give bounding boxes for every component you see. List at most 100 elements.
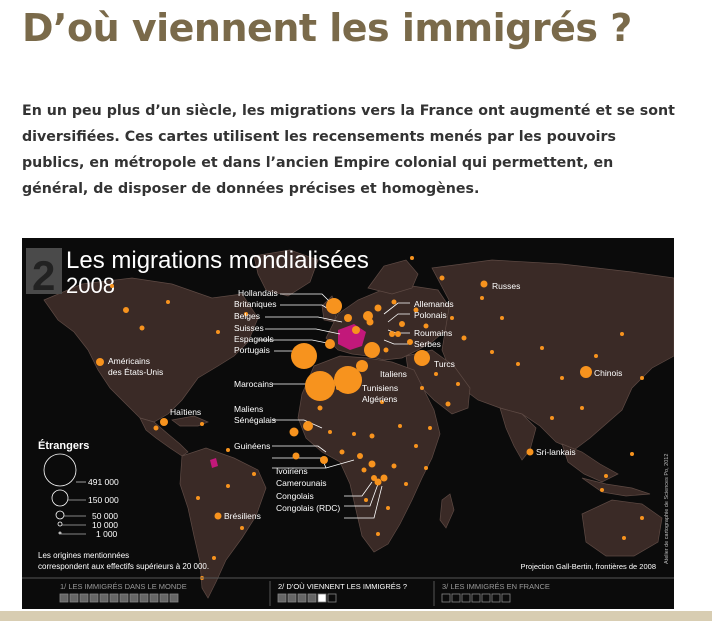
bubble-congolais	[374, 478, 382, 486]
label-guineens: Guinéens	[234, 441, 270, 451]
legend-value-0: 491 000	[88, 477, 119, 487]
label-maliens: Maliens	[234, 404, 263, 414]
bubble-haitiens	[160, 418, 168, 426]
label-congolais-rdc: Congolais (RDC)	[276, 503, 340, 513]
label-tunisiens: Tunisiens	[362, 383, 398, 393]
projection-note: Projection Gall-Bertin, frontières de 20…	[521, 562, 657, 571]
bubble-congolais-rdc	[380, 474, 388, 482]
label-roumains: Roumains	[414, 328, 452, 338]
bubble-marocains	[305, 371, 335, 401]
map-canvas: 2 Les migrations mondialisées 2008	[22, 247, 674, 606]
bubble-algeriens	[334, 366, 362, 394]
label-americains-line1: Américains	[108, 356, 150, 366]
label-marocains: Marocains	[234, 379, 273, 389]
africa	[297, 355, 441, 553]
nav-label-2[interactable]: 2/ D’OÙ VIENNENT LES IMMIGRÉS ?	[278, 582, 407, 591]
nav-label-1[interactable]: 1/ LES IMMIGRÉS DANS LE MONDE	[60, 582, 187, 591]
legend-note-line1: Les origines mentionnées	[38, 551, 129, 560]
label-belges: Belges	[234, 311, 260, 321]
legend-value-1: 150 000	[88, 495, 119, 505]
bubble-britaniques	[326, 298, 342, 314]
legend-values: 491 000 150 000 50 000 10 000 1 000	[88, 477, 119, 539]
label-espagnols: Espagnols	[234, 334, 274, 344]
bubble-bresiliens	[214, 512, 222, 520]
asia	[431, 259, 674, 451]
legend-value-3: 10 000	[92, 520, 118, 530]
label-suisses: Suisses	[234, 323, 264, 333]
french-guiana-highlight	[210, 458, 218, 468]
legend-circle-491000	[43, 453, 77, 487]
label-bresiliens: Brésiliens	[224, 511, 261, 521]
nav-item-2[interactable]: 2/ D’OÙ VIENNENT LES IMMIGRÉS ?	[277, 582, 407, 603]
label-polonais: Polonais	[414, 310, 447, 320]
map-navigation: 1/ LES IMMIGRÉS DANS LE MONDE 2/ D’OÙ VI…	[59, 581, 550, 606]
indonesia	[581, 477, 651, 497]
label-americains-line2: des États-Unis	[108, 367, 163, 377]
label-portugais: Portugais	[234, 345, 270, 355]
nav-dots-3	[441, 593, 511, 603]
nav-item-3[interactable]: 3/ LES IMMIGRÉS EN FRANCE	[441, 582, 550, 603]
bubble-russes	[480, 280, 488, 288]
intro-paragraph: En un peu plus d’un siècle, les migratio…	[22, 103, 675, 197]
madagascar	[439, 493, 455, 529]
legend-title: Étrangers	[38, 439, 89, 452]
label-congolais: Congolais	[276, 491, 314, 501]
label-ivoiriens: Ivoiriens	[276, 466, 308, 476]
label-allemands: Allemands	[414, 299, 454, 309]
label-turcs: Turcs	[434, 359, 455, 369]
bubble-turcs	[414, 350, 430, 366]
scandinavia	[367, 259, 419, 295]
legend-value-4: 1 000	[96, 529, 118, 539]
legend-value-2: 50 000	[92, 511, 118, 521]
bubble-suisses-allemands	[363, 311, 373, 321]
legend-circle-1000	[58, 531, 62, 535]
label-hollandais: Hollandais	[238, 288, 278, 298]
label-senegalais: Sénégalais	[234, 415, 276, 425]
bubble-portugais	[291, 343, 317, 369]
bubble-tunisiens	[356, 360, 368, 372]
bubble-guineens	[292, 452, 300, 460]
map-title: Les migrations mondialisées	[66, 247, 369, 274]
australia	[581, 499, 663, 557]
land-masses	[43, 249, 674, 599]
bubble-roumains	[395, 331, 401, 337]
minor-origin-dots	[110, 256, 644, 580]
legend-circle-10000	[57, 521, 63, 527]
label-haitiens: Haïtiens	[170, 407, 201, 417]
page-title: D’où viennent les immigrés ?	[22, 6, 632, 50]
greenland	[253, 249, 319, 297]
nav-dots-2	[277, 593, 337, 603]
legend-circles	[43, 453, 77, 535]
bubble-senegalais	[289, 427, 299, 437]
nav-label-3[interactable]: 3/ LES IMMIGRÉS EN FRANCE	[442, 582, 550, 591]
legend-ticks	[61, 481, 86, 535]
bubble-suisses	[352, 326, 360, 334]
india	[499, 407, 537, 461]
label-srilankais: Sri-lankais	[536, 447, 576, 457]
central-america	[139, 417, 189, 457]
map-number: 2	[32, 252, 55, 299]
label-italiens: Italiens	[380, 369, 407, 379]
label-chinois: Chinois	[594, 368, 622, 378]
credit-note: Atelier de cartographie de Sciences Po, …	[664, 454, 670, 564]
map-year: 2008	[66, 273, 115, 298]
legend-circle-150000	[51, 489, 69, 507]
legend-circle-50000	[55, 510, 65, 520]
major-origin-bubbles	[96, 280, 592, 520]
bubble-belges	[344, 314, 352, 322]
bubble-espagnols	[325, 339, 335, 349]
bubble-chinois	[580, 366, 592, 378]
southeast-asia	[561, 443, 619, 483]
north-america	[43, 277, 259, 423]
nav-dots-1	[59, 593, 179, 603]
size-legend: Étrangers 491 000 150 000 50 000 10 000	[38, 439, 209, 571]
origin-labels: Hollandais Britaniques Belges Suisses Es…	[108, 281, 622, 521]
nav-item-1[interactable]: 1/ LES IMMIGRÉS DANS LE MONDE	[59, 582, 187, 603]
label-serbes: Serbes	[414, 339, 441, 349]
world-migration-map: 2 Les migrations mondialisées 2008	[22, 238, 674, 609]
bubble-srilankais	[526, 448, 534, 456]
label-camerounais: Camerounais	[276, 478, 327, 488]
bubble-maliens	[303, 421, 313, 431]
legend-note-line2: correspondent aux effectifs supérieurs à…	[38, 562, 209, 571]
bubble-americains	[96, 358, 104, 366]
